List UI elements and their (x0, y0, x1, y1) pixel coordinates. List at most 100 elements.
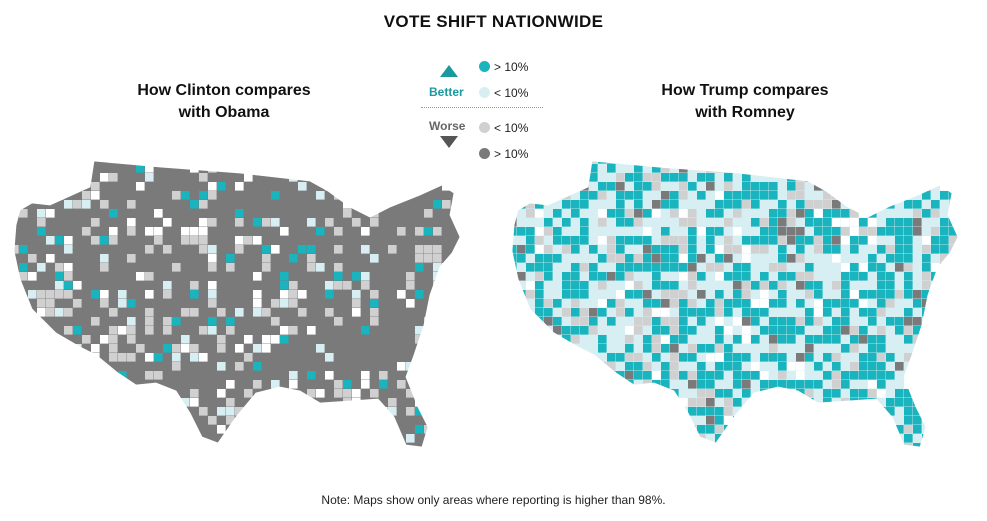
county-cell (181, 434, 190, 443)
county-cell (886, 290, 895, 299)
county-cell (517, 326, 526, 335)
county-cell (136, 290, 145, 299)
county-cell (64, 326, 73, 335)
county-cell (841, 371, 850, 380)
county-cell (289, 236, 298, 245)
county-cell (64, 263, 73, 272)
county-cell (580, 272, 589, 281)
county-cell (616, 335, 625, 344)
county-cell (127, 389, 136, 398)
county-cell (208, 344, 217, 353)
county-cell (370, 326, 379, 335)
county-cell (571, 443, 580, 447)
county-cell (343, 254, 352, 263)
county-cell (289, 326, 298, 335)
county-cell (37, 362, 46, 371)
county-cell (388, 308, 397, 317)
county-cell (82, 371, 91, 380)
county-cell (469, 299, 478, 308)
county-cell (109, 371, 118, 380)
county-cell (253, 164, 262, 173)
county-cell (406, 191, 415, 200)
county-cell (451, 344, 460, 353)
county-cell (199, 173, 208, 182)
county-cell (235, 263, 244, 272)
county-cell (940, 380, 949, 389)
county-cell (64, 371, 73, 380)
county-cell (208, 209, 217, 218)
county-cell (886, 371, 895, 380)
county-cell (460, 380, 469, 389)
county-cell (226, 398, 235, 407)
county-cell (271, 236, 280, 245)
county-cell (760, 236, 769, 245)
county-cell (316, 164, 325, 173)
county-cell (253, 353, 262, 362)
county-cell (415, 227, 424, 236)
county-cell (967, 164, 976, 173)
county-cell (316, 425, 325, 434)
county-cell (190, 389, 199, 398)
county-cell (526, 227, 535, 236)
county-cell (931, 236, 940, 245)
county-cell (136, 191, 145, 200)
county-cell (769, 182, 778, 191)
county-cell (181, 281, 190, 290)
county-cell (163, 191, 172, 200)
county-cell (316, 398, 325, 407)
county-cell (760, 272, 769, 281)
county-cell (697, 290, 706, 299)
county-cell (82, 362, 91, 371)
county-cell (508, 452, 517, 455)
county-cell (976, 317, 978, 326)
county-cell (307, 182, 316, 191)
county-cell (859, 326, 868, 335)
county-cell (199, 371, 208, 380)
county-cell (967, 326, 976, 335)
county-cell (895, 290, 904, 299)
county-cell (442, 263, 451, 272)
county-cell (451, 209, 460, 218)
county-cell (517, 245, 526, 254)
county-cell (724, 263, 733, 272)
county-cell (28, 263, 37, 272)
county-cell (512, 173, 517, 182)
county-cell (733, 164, 742, 173)
county-cell (976, 236, 978, 245)
county-cell (271, 290, 280, 299)
county-cell (451, 299, 460, 308)
county-cell (388, 299, 397, 308)
county-cell (289, 290, 298, 299)
county-cell (271, 371, 280, 380)
county-cell (118, 161, 127, 164)
county-cell (544, 425, 553, 434)
county-cell (877, 371, 886, 380)
county-cell (217, 398, 226, 407)
county-cell (643, 353, 652, 362)
county-cell (652, 272, 661, 281)
county-cell (580, 344, 589, 353)
county-cell (325, 425, 334, 434)
county-cell (379, 317, 388, 326)
county-cell (931, 398, 940, 407)
county-cell (814, 272, 823, 281)
county-cell (406, 425, 415, 434)
county-cell (118, 434, 127, 443)
county-cell (724, 290, 733, 299)
county-cell (307, 308, 316, 317)
county-cell (442, 209, 451, 218)
county-cell (100, 254, 109, 263)
county-cell (415, 173, 424, 182)
county-cell (451, 443, 460, 447)
county-cell (850, 398, 859, 407)
county-cell (14, 344, 19, 353)
footnote: Note: Maps show only areas where reporti… (321, 493, 666, 507)
county-cell (823, 353, 832, 362)
county-cell (616, 353, 625, 362)
county-cell (670, 425, 679, 434)
us-outline (511, 160, 959, 448)
county-cell (512, 191, 517, 200)
county-cell (244, 335, 253, 344)
county-cell (535, 380, 544, 389)
county-cell (652, 344, 661, 353)
